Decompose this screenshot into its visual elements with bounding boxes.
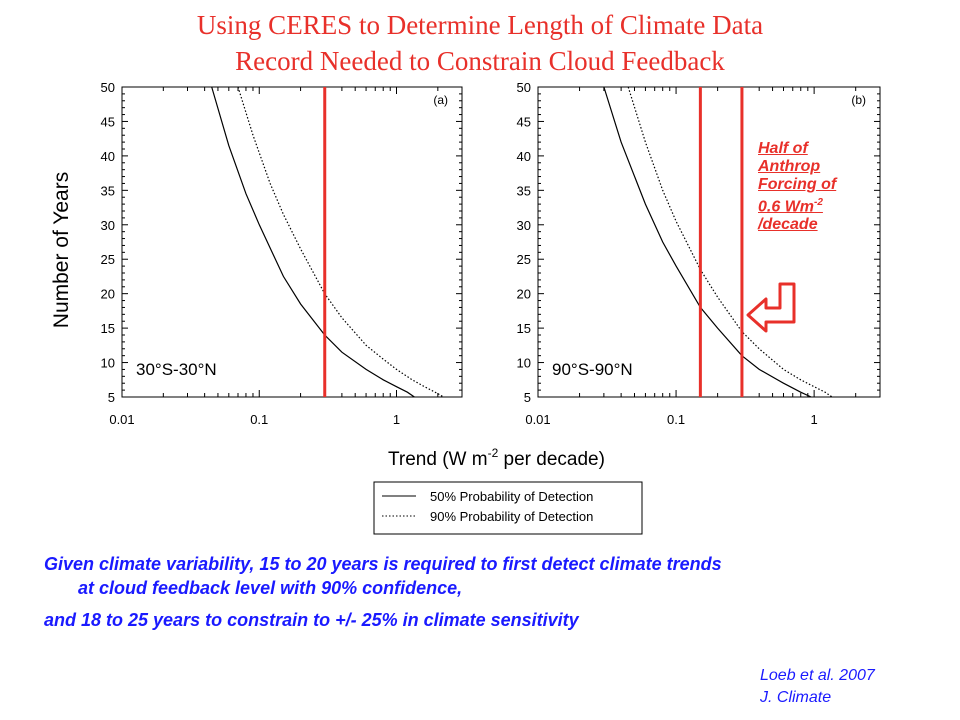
summary-line-3: and 18 to 25 years to constrain to +/- 2… (44, 610, 579, 630)
x-tick-label: 0.1 (250, 412, 268, 427)
series-line-50pct (603, 86, 812, 398)
annotation-line-4: 0.6 Wm-2 (758, 194, 878, 216)
region-label: 30°S-30°N (136, 360, 217, 379)
y-tick-label: 15 (517, 321, 531, 336)
forcing-annotation: Half of Anthrop Forcing of 0.6 Wm-2 /dec… (758, 140, 878, 234)
y-axis-label: Number of Years (50, 172, 73, 328)
annotation-exponent: -2 (814, 197, 823, 208)
panel-a: 5 10 15 20 25 30 35 40 45 50 0.01 0.1 1 (a) 30°S-30°N (101, 80, 463, 427)
annotation-value: 0.6 Wm (758, 198, 815, 216)
panel-b: 5 10 15 20 25 30 35 40 45 50 0.01 0.1 1 (b) 90°S-90°N (517, 80, 881, 427)
slide-title-line-1: Using CERES to Determine Length of Clima… (196, 10, 764, 40)
panel-label: (b) (851, 93, 866, 107)
y-tick-label: 10 (517, 356, 531, 371)
y-tick-label: 40 (101, 149, 115, 164)
series-line-90pct (627, 86, 833, 398)
y-tick-label: 30 (517, 218, 531, 233)
y-tick-label: 35 (101, 183, 115, 198)
y-tick-label: 30 (101, 218, 115, 233)
y-tick-label: 40 (517, 149, 531, 164)
y-tick-label: 25 (101, 252, 115, 267)
citation-journal: J. Climate (760, 689, 832, 706)
annotation-line-2: Anthrop (758, 158, 821, 175)
y-tick-label: 45 (517, 114, 531, 129)
y-tick-label: 50 (101, 80, 115, 95)
x-tick-label: 0.01 (109, 412, 134, 427)
annotation-line-1: Half of (758, 140, 808, 157)
y-tick-label: 5 (108, 390, 115, 405)
y-tick-label: 20 (101, 287, 115, 302)
series-line-50pct (211, 86, 415, 398)
legend-label-90: 90% Probability of Detection (430, 509, 593, 524)
legend: 50% Probability of Detection 90% Probabi… (373, 481, 643, 535)
y-tick-label: 5 (524, 390, 531, 405)
y-tick-label: 20 (517, 287, 531, 302)
curved-arrow-icon (746, 282, 796, 333)
y-tick-label: 35 (517, 183, 531, 198)
y-tick-label: 45 (101, 114, 115, 129)
x-tick-label: 0.1 (667, 412, 685, 427)
panel-label: (a) (433, 93, 448, 107)
annotation-line-5: /decade (758, 216, 818, 234)
x-axis-label: Trend (W m-2 per decade) (388, 446, 605, 470)
y-tick-label: 25 (517, 252, 531, 267)
x-axis-label-sup: -2 (488, 446, 499, 460)
region-label: 90°S-90°N (552, 360, 633, 379)
summary-line-1: Given climate variability, 15 to 20 year… (44, 554, 722, 574)
x-axis-label-main: Trend (W m (388, 449, 488, 470)
legend-label-50: 50% Probability of Detection (430, 489, 593, 504)
plot-frame (121, 86, 463, 398)
summary-line-2: at cloud feedback level with 90% confide… (78, 578, 463, 598)
x-tick-label: 1 (811, 412, 818, 427)
citation-authors: Loeb et al. 2007 (760, 667, 875, 684)
annotation-line-3: Forcing of (758, 176, 837, 193)
legend-box (373, 481, 643, 535)
y-tick-label: 10 (101, 356, 115, 371)
slide-title-line-2: Record Needed to Constrain Cloud Feedbac… (235, 46, 725, 76)
x-tick-label: 0.01 (525, 412, 550, 427)
y-tick-label: 50 (517, 80, 531, 95)
plot-frame (537, 86, 881, 398)
x-axis-label-tail: per decade) (498, 449, 605, 470)
y-tick-label: 15 (101, 321, 115, 336)
x-tick-label: 1 (393, 412, 400, 427)
